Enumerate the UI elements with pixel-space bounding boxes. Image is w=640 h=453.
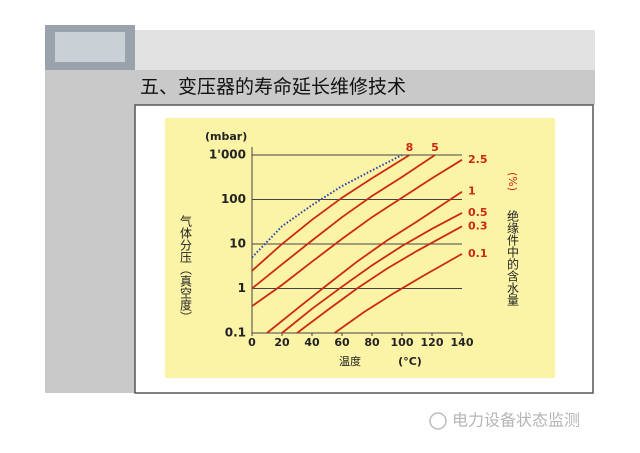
y-tick-label: 0.1 [225, 326, 246, 340]
series-line [251, 159, 463, 307]
x-tick-label: 40 [304, 336, 320, 349]
right-unit: (%) [506, 172, 519, 191]
right-label: 绝缘件中的含水量 [506, 209, 520, 306]
title-band [45, 70, 595, 105]
watermark-icon [429, 412, 447, 430]
chart-panel [165, 118, 555, 378]
series-label: 0.5 [468, 206, 488, 219]
series-line [333, 253, 463, 334]
x-tick-label: 80 [364, 336, 380, 349]
y-tick-label: 1 [238, 281, 246, 295]
header-band [45, 30, 595, 70]
series-label: 2.5 [468, 153, 488, 166]
x-tick-label: 120 [421, 336, 444, 349]
series-label: 5 [431, 141, 439, 154]
x-tick-label: 100 [391, 336, 414, 349]
x-axis-label: 温度 [339, 354, 361, 368]
left-band [45, 105, 135, 393]
x-unit: (°C) [398, 355, 422, 368]
series-line [251, 154, 436, 290]
slide-title: 五、变压器的寿命延长维修技术 [140, 76, 406, 98]
series-label: 0.3 [468, 219, 488, 232]
y-tick-label: 1'000 [209, 148, 246, 162]
series-line [251, 154, 410, 272]
x-tick-label: 20 [274, 336, 290, 349]
header-photo-detail [55, 32, 125, 62]
series-label: 8 [406, 141, 414, 154]
x-tick-label: 60 [334, 336, 350, 349]
series-label: 0.1 [468, 247, 488, 260]
y-axis-label: 气体分压（真空度） [179, 214, 193, 323]
series-line [251, 154, 403, 259]
x-tick-label: 140 [451, 336, 474, 349]
y-unit: (mbar) [205, 130, 247, 143]
y-tick-label: 10 [229, 237, 246, 251]
series-line [266, 190, 463, 334]
series-line [296, 225, 463, 334]
watermark: 电力设备状态监测 [452, 411, 580, 430]
y-tick-label: 100 [221, 192, 246, 206]
x-tick-label: 0 [248, 336, 256, 349]
series-line [281, 212, 463, 334]
series-label: 1 [468, 185, 476, 198]
